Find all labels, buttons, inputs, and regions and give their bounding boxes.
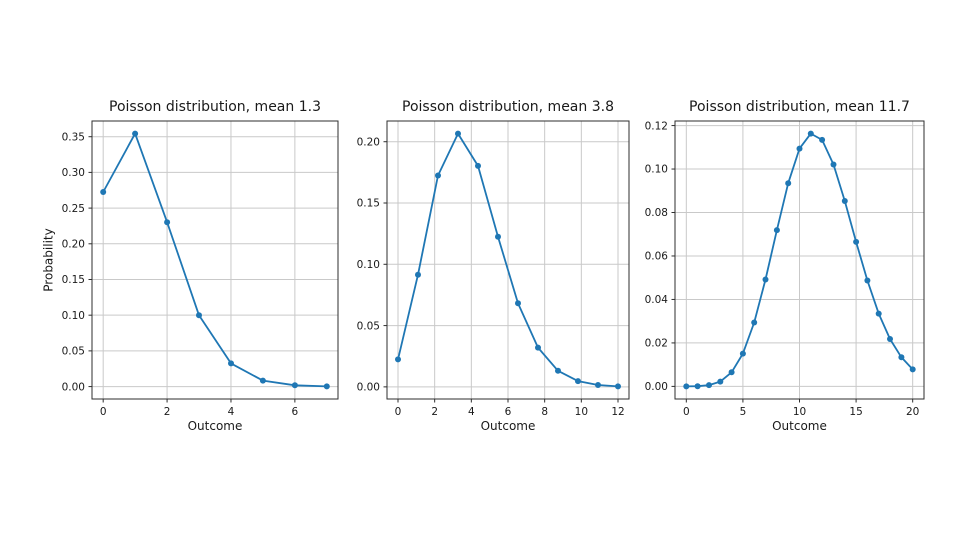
data-point-marker <box>415 271 421 278</box>
data-line <box>397 132 619 388</box>
y-tick-label: 0.00 <box>62 381 85 393</box>
data-point-marker <box>455 130 461 137</box>
x-tick-label: 2 <box>164 406 171 418</box>
x-tick-label: 10 <box>575 406 588 418</box>
x-tick-label: 20 <box>906 406 919 418</box>
data-point-marker <box>807 130 814 137</box>
y-tick-label: 0.02 <box>645 338 668 350</box>
y-tick-label: 0.06 <box>645 251 669 263</box>
data-point-marker <box>555 367 561 374</box>
x-tick-label: 0 <box>683 406 690 418</box>
data-point-marker <box>830 161 837 168</box>
x-tick-label: 12 <box>611 406 624 418</box>
data-point-marker <box>595 382 601 388</box>
poisson-plot-mean-3-8: 0 2 4 6 8 10 12 0.00 0.05 0.10 0.15 0.20 <box>357 120 630 418</box>
chart-2-x-axis-label: Outcome <box>480 419 536 433</box>
x-tick-label: 4 <box>228 406 235 418</box>
data-point-marker <box>909 366 916 373</box>
data-point-marker <box>875 310 882 317</box>
data-point-marker <box>819 136 826 143</box>
x-tick-label: 8 <box>541 406 548 418</box>
data-point-marker <box>773 227 780 234</box>
poisson-plot-mean-11-7: 0 5 10 15 20 0.00 0.02 0.04 0.06 0.08 0.10 0.12 <box>645 120 925 418</box>
data-point-marker <box>164 219 171 226</box>
data-point-marker <box>683 383 690 390</box>
x-tick-label: 0 <box>100 406 107 418</box>
data-point-marker <box>898 354 905 361</box>
chart-1-x-axis-label: Outcome <box>187 419 243 433</box>
chart-3-title: Poisson distribution, mean 11.7 <box>689 99 910 115</box>
x-tick-label: 2 <box>431 406 438 418</box>
data-line <box>102 132 328 388</box>
data-point-marker <box>751 319 758 326</box>
y-tick-label: 0.05 <box>357 320 380 332</box>
y-tick-label: 0.05 <box>62 346 85 358</box>
x-tick-label: 6 <box>505 406 512 418</box>
data-point-marker <box>132 130 139 137</box>
chart-2-title: Poisson distribution, mean 3.8 <box>402 99 614 115</box>
y-tick-label: 0.08 <box>645 207 668 219</box>
x-tick-label: 10 <box>793 406 806 418</box>
x-tick-label: 5 <box>740 406 747 418</box>
chart-1-title: Poisson distribution, mean 1.3 <box>109 99 321 115</box>
x-tick-label: 4 <box>468 406 475 418</box>
y-tick-label: 0.20 <box>357 136 380 148</box>
y-tick-label: 0.00 <box>357 382 380 394</box>
x-tick-label: 15 <box>849 406 862 418</box>
data-point-marker <box>495 233 501 240</box>
y-tick-label: 0.00 <box>645 381 668 393</box>
y-tick-label: 0.30 <box>62 167 85 179</box>
data-point-marker <box>762 276 769 283</box>
y-tick-label: 0.12 <box>645 120 668 132</box>
data-point-marker <box>615 383 621 390</box>
x-tick-label: 6 <box>292 406 299 418</box>
data-point-marker <box>535 344 541 351</box>
data-point-marker <box>475 162 481 169</box>
data-point-marker <box>196 312 202 319</box>
y-tick-label: 0.15 <box>357 198 380 210</box>
data-point-marker <box>728 369 735 376</box>
data-point-marker <box>739 350 746 357</box>
data-point-marker <box>259 377 266 384</box>
plot-border <box>91 120 339 400</box>
data-point-marker <box>694 383 701 390</box>
data-point-marker <box>796 145 803 152</box>
data-point-marker <box>435 172 441 179</box>
y-tick-label: 0.10 <box>357 259 380 271</box>
y-tick-label: 0.35 <box>62 131 85 143</box>
poisson-plot-mean-1-3: 0 2 4 6 0.00 0.05 0.10 0.15 0.20 0.25 0.30 0.35 <box>62 120 339 418</box>
data-point-marker <box>785 180 792 187</box>
data-point-marker <box>575 378 581 385</box>
data-point-marker <box>395 356 401 363</box>
data-point-marker <box>717 378 724 385</box>
data-point-marker <box>291 382 298 389</box>
data-point-marker <box>228 360 234 367</box>
data-point-marker <box>706 382 712 389</box>
data-point-marker <box>100 189 107 195</box>
data-point-marker <box>515 300 521 307</box>
data-point-marker <box>887 336 893 342</box>
data-point-marker <box>323 383 330 390</box>
chart-3-x-axis-label: Outcome <box>772 419 827 433</box>
y-tick-label: 0.04 <box>645 294 669 306</box>
data-point-marker <box>841 198 848 204</box>
y-tick-label: 0.15 <box>62 274 85 286</box>
y-tick-label: 0.10 <box>62 310 85 322</box>
x-tick-label: 0 <box>395 406 402 418</box>
y-tick-label: 0.25 <box>62 203 85 215</box>
data-point-marker <box>853 238 860 245</box>
y-tick-label: 0.20 <box>62 238 85 250</box>
y-tick-label: 0.10 <box>645 164 668 176</box>
data-point-marker <box>864 277 871 284</box>
